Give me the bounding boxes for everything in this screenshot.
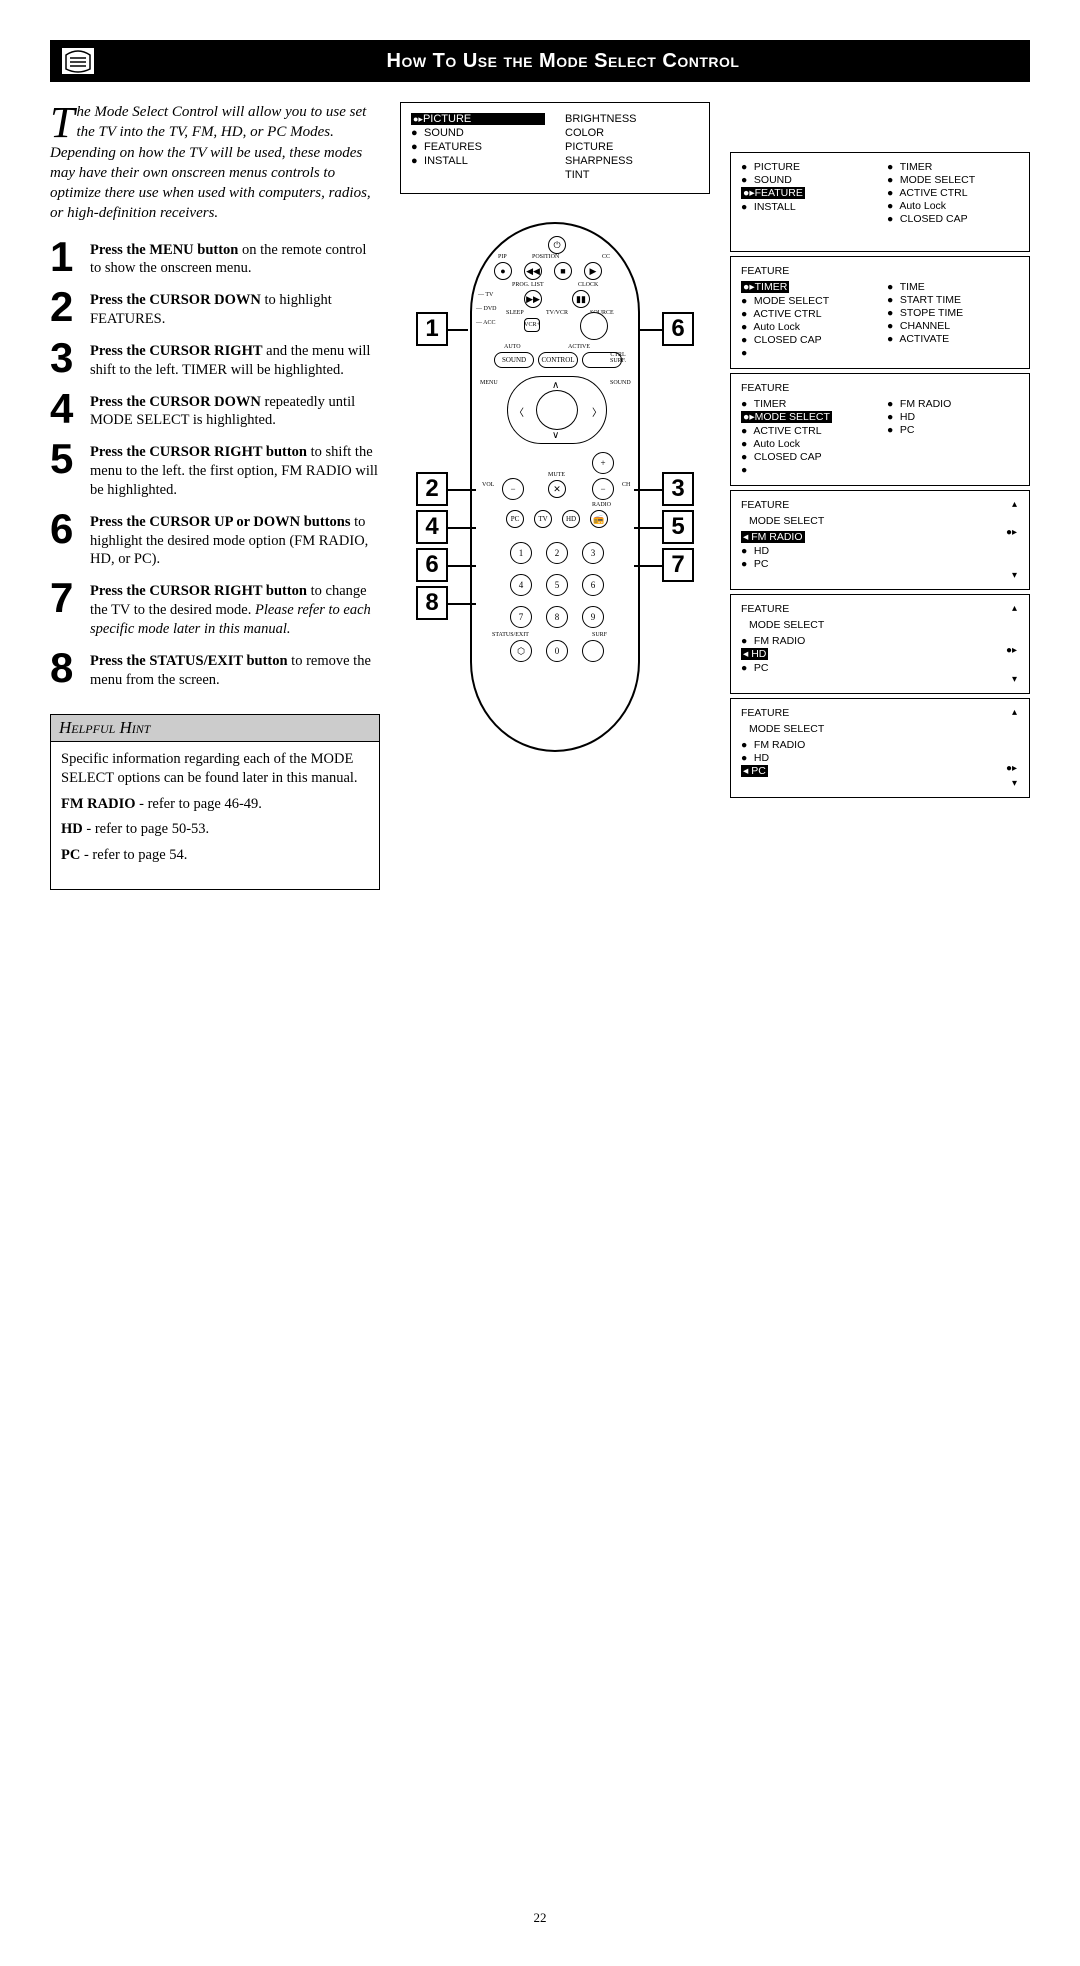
- hint-title: Helpful Hint: [51, 715, 379, 742]
- menu-panel: FEATUREMODE SELECT● FM RADIO◂ HD● PC▴▾●▸: [730, 594, 1030, 694]
- pc-mode-button: PC: [506, 510, 524, 528]
- menu-state-panels: ● PICTURE● SOUND●▸FEATURE● INSTALL● TIME…: [730, 152, 1030, 802]
- num-0: 0: [546, 640, 568, 662]
- num-3: 3: [582, 542, 604, 564]
- onscreen-menu-panel: ●▸PICTURE● SOUND● FEATURES● INSTALL BRIG…: [400, 102, 710, 194]
- callout-1: 1: [416, 312, 448, 346]
- ok-button: [536, 390, 578, 430]
- num-5: 5: [546, 574, 568, 596]
- menu-panel: FEATURE●▸TIMER● MODE SELECT● ACTIVE CTRL…: [730, 256, 1030, 369]
- step-item: 5Press the CURSOR RIGHT button to shift …: [50, 440, 380, 500]
- num-2: 2: [546, 542, 568, 564]
- step-item: 7Press the CURSOR RIGHT button to change…: [50, 579, 380, 639]
- num-8: 8: [546, 606, 568, 628]
- menu-panel: ● PICTURE● SOUND●▸FEATURE● INSTALL● TIME…: [730, 152, 1030, 252]
- mute-button: ✕: [548, 480, 566, 498]
- menu-panel: FEATUREMODE SELECT● FM RADIO● HD◂ PC▴▾●▸: [730, 698, 1030, 798]
- menu-panel: FEATUREMODE SELECT◂ FM RADIO● HD● PC▴▾●▸: [730, 490, 1030, 590]
- pip-button: ●: [494, 262, 512, 280]
- vol-down-button: −: [502, 478, 524, 500]
- step-item: 6Press the CURSOR UP or DOWN buttons to …: [50, 510, 380, 570]
- power-button: ⏻: [548, 236, 566, 254]
- step-item: 3Press the CURSOR RIGHT and the menu wil…: [50, 339, 380, 380]
- status-exit-button: ⬡: [510, 640, 532, 662]
- callout-5: 5: [662, 510, 694, 544]
- ff-button: ▶▶: [524, 290, 542, 308]
- remote-diagram: ⏻ PIP POSITION CC ● ◀◀ ■ ▶ PROG. LIST CL…: [420, 222, 690, 752]
- menu-panel: FEATURE● TIMER●▸MODE SELECT● ACTIVE CTRL…: [730, 373, 1030, 486]
- sound-pill: SOUND: [494, 352, 534, 368]
- hd-mode-button: HD: [562, 510, 580, 528]
- hint-body: Specific information regarding each of t…: [51, 742, 379, 880]
- source-button: [580, 312, 608, 340]
- intro-paragraph: The Mode Select Control will allow you t…: [50, 102, 380, 224]
- tv-mode-button: TV: [534, 510, 552, 528]
- vcr-button: VCR+: [524, 318, 540, 332]
- radio-mode-button: 📻: [590, 510, 608, 528]
- callout-8: 8: [416, 586, 448, 620]
- header-icon: [60, 46, 96, 76]
- ch-up-button: +: [592, 452, 614, 474]
- page-header: How To Use the Mode Select Control: [50, 40, 1030, 82]
- helpful-hint-box: Helpful Hint Specific information regard…: [50, 714, 380, 891]
- callout-4: 4: [416, 510, 448, 544]
- num-9: 9: [582, 606, 604, 628]
- num-1: 1: [510, 542, 532, 564]
- step-item: 1Press the MENU button on the remote con…: [50, 238, 380, 279]
- page-title: How To Use the Mode Select Control: [106, 50, 1020, 73]
- ch-down-button: −: [592, 478, 614, 500]
- step-item: 2Press the CURSOR DOWN to highlight FEAT…: [50, 288, 380, 329]
- callout-6: 6: [662, 312, 694, 346]
- step-item: 4Press the CURSOR DOWN repeatedly until …: [50, 390, 380, 431]
- callout-3: 3: [662, 472, 694, 506]
- num-7: 7: [510, 606, 532, 628]
- callout-2: 2: [416, 472, 448, 506]
- num-6: 6: [582, 574, 604, 596]
- stop-button: ■: [554, 262, 572, 280]
- steps-list: 1Press the MENU button on the remote con…: [50, 238, 380, 690]
- step-item: 8Press the STATUS/EXIT button to remove …: [50, 649, 380, 690]
- page-number: 22: [50, 1910, 1030, 1926]
- surf-button: [582, 640, 604, 662]
- num-4: 4: [510, 574, 532, 596]
- next-button: ▶: [584, 262, 602, 280]
- rewind-button: ◀◀: [524, 262, 542, 280]
- control-pill: CONTROL: [538, 352, 578, 368]
- pause-button: ▮▮: [572, 290, 590, 308]
- callout-7: 7: [662, 548, 694, 582]
- callout-6: 6: [416, 548, 448, 582]
